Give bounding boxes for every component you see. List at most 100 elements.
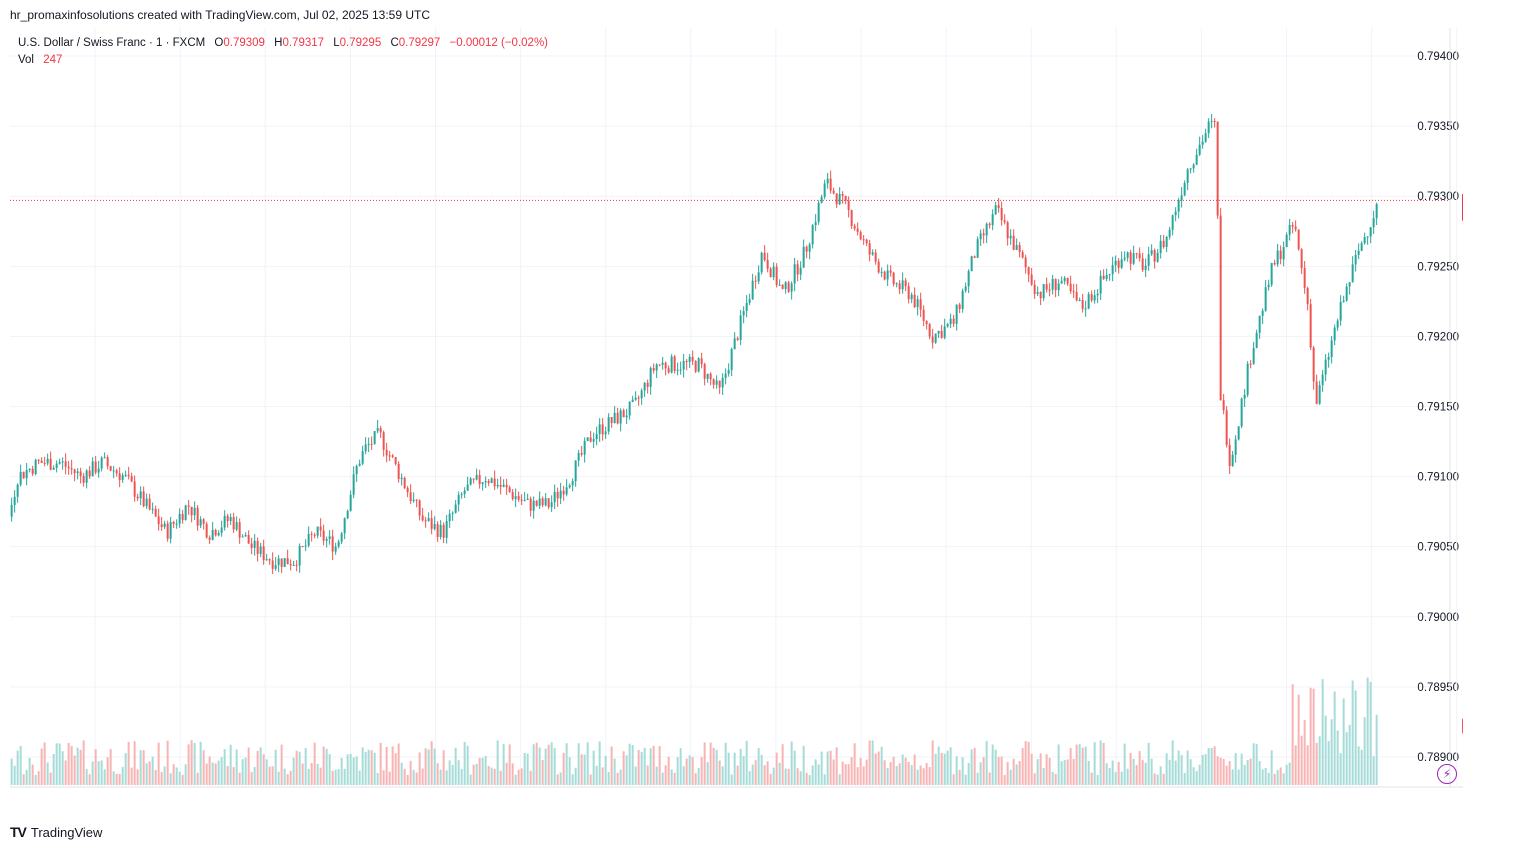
volume-bar <box>673 772 676 785</box>
volume-bar <box>1192 767 1195 785</box>
volume-bar <box>1162 773 1165 785</box>
volume-bar <box>1210 747 1213 785</box>
volume-bar <box>1225 765 1228 785</box>
candle-body <box>940 330 943 338</box>
candle-body <box>685 360 688 362</box>
volume-bar <box>382 770 385 785</box>
symbol-label[interactable]: U.S. Dollar / Swiss Franc · 1 · FXCM <box>18 37 206 49</box>
chart-area[interactable]: 0.79400 0.79350 0.79300 0.79250 0.79200 0.791… <box>10 28 1463 788</box>
y-tick-label: 0.79200 <box>1417 331 1459 343</box>
volume-bar <box>778 762 781 785</box>
volume-bar <box>625 755 628 785</box>
candle-body <box>1141 258 1144 270</box>
candle-body <box>130 476 133 482</box>
volume-bar <box>817 764 820 785</box>
candle-body <box>631 399 634 403</box>
price-chart[interactable]: 0.79400 0.79350 0.79300 0.79250 0.79200 0.791… <box>10 28 1463 788</box>
candle-body <box>91 461 94 477</box>
candle-body <box>496 484 499 487</box>
candle-body <box>1336 320 1339 328</box>
y-tick-label: 0.79250 <box>1417 261 1459 273</box>
volume-bar <box>883 760 886 785</box>
candle-body <box>169 522 172 539</box>
volume-bar <box>310 763 313 785</box>
candle-body <box>229 517 232 522</box>
volume-bar <box>697 767 700 785</box>
candle-body <box>136 496 139 499</box>
candle-body <box>202 519 205 524</box>
candle-body <box>175 523 178 525</box>
volume-bar <box>460 768 463 785</box>
candle-body <box>739 315 742 340</box>
volume-bar <box>403 768 406 785</box>
last-price-tag[interactable] <box>1462 193 1463 222</box>
candle-body <box>952 318 955 324</box>
volume-bar <box>1117 761 1120 785</box>
volume-bar <box>1318 736 1321 785</box>
candle-body <box>850 210 853 226</box>
candle-body <box>1189 168 1192 170</box>
y-tick-label: 0.78950 <box>1417 682 1459 694</box>
candle-body <box>601 424 604 435</box>
candle-body <box>724 373 727 378</box>
volume-bar <box>334 769 337 785</box>
volume-bar <box>25 769 28 785</box>
volume-bar <box>421 768 424 785</box>
candle-body <box>826 178 829 184</box>
volume-bar <box>379 742 382 785</box>
candle-body <box>763 252 766 261</box>
volume-bar <box>352 757 355 785</box>
candle-body <box>505 484 508 488</box>
volume-label[interactable]: Vol <box>18 54 34 66</box>
volume-tag[interactable] <box>1462 718 1463 734</box>
candle-body <box>301 546 304 548</box>
tradingview-logo-icon: TV <box>10 824 27 840</box>
tradingview-brand[interactable]: TV TradingView <box>10 824 102 840</box>
candle-body <box>610 417 613 424</box>
volume-bar <box>1141 760 1144 785</box>
candle-body <box>511 492 514 500</box>
volume-bar <box>52 753 55 785</box>
volume-bar <box>448 760 451 785</box>
volume-bar <box>802 745 805 785</box>
volume-bar <box>1090 772 1093 785</box>
candle-body <box>154 508 157 517</box>
volume-bar <box>919 765 922 785</box>
lightning-icon[interactable]: ⚡ <box>1437 764 1457 784</box>
volume-bar <box>223 749 226 785</box>
candle-body <box>70 468 73 470</box>
candle-body <box>883 271 886 280</box>
volume-bar <box>1021 747 1024 785</box>
volume-bar <box>730 774 733 785</box>
candle-body <box>439 524 442 538</box>
volume-bar <box>67 742 70 785</box>
volume-bar <box>118 773 121 785</box>
volume-bar <box>205 763 208 785</box>
volume-bar <box>256 750 259 785</box>
candle-body <box>721 377 724 388</box>
volume-bar <box>349 753 352 785</box>
volume-bar <box>1201 755 1204 785</box>
volume-bar <box>895 766 898 785</box>
volume-bar <box>64 760 67 785</box>
candle-body <box>979 233 982 240</box>
volume-bar <box>1216 756 1219 785</box>
candle-body <box>961 290 964 309</box>
volume-bar <box>595 765 598 785</box>
volume-bar <box>160 771 163 785</box>
candle-body <box>847 200 850 211</box>
candle-body <box>370 443 373 445</box>
volume-bar <box>688 755 691 785</box>
volume-bar <box>751 764 754 785</box>
volume-bar <box>361 747 364 785</box>
volume-bar <box>859 757 862 785</box>
candle-body <box>1330 340 1333 357</box>
volume-bar <box>400 762 403 785</box>
candle-body <box>265 559 268 561</box>
candle-body <box>355 465 358 475</box>
volume-bar <box>814 759 817 785</box>
volume-bar <box>268 766 271 785</box>
candle-body <box>67 466 70 469</box>
candle-body <box>349 494 352 511</box>
candle-body <box>466 484 469 491</box>
